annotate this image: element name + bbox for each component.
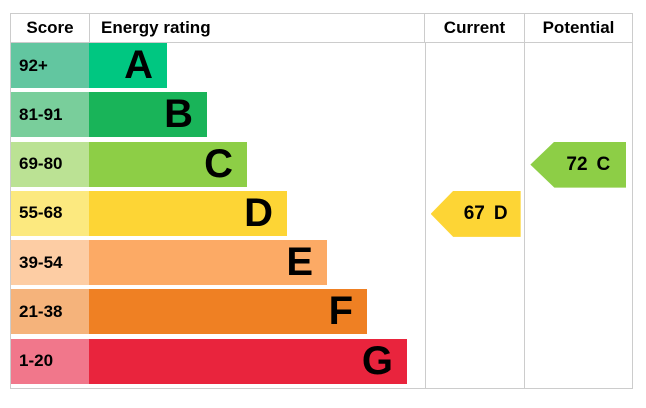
band-e: 39-54 E xyxy=(11,240,425,286)
column-header-current: Current xyxy=(424,14,524,42)
band-d: 55-68 D xyxy=(11,190,425,236)
band-row-b: 81-91 B xyxy=(11,92,425,141)
epc-table: Score Energy rating Current Potential 92… xyxy=(10,13,633,389)
score-range-b: 81-91 xyxy=(11,92,89,138)
rating-bar-c: C xyxy=(89,141,247,187)
band-row-g: 1-20 G xyxy=(11,338,425,388)
rating-bar-d: D xyxy=(89,190,287,236)
column-header-score: Score xyxy=(26,18,74,37)
current-rating-column: 67 D xyxy=(424,43,525,388)
rating-bar-b: B xyxy=(89,92,207,138)
band-b: 81-91 B xyxy=(11,92,425,138)
band-row-a: 92+ A xyxy=(11,43,425,92)
band-f: 21-38 F xyxy=(11,289,425,335)
band-row-e: 39-54 E xyxy=(11,240,425,289)
current-rating-arrow: 67 D xyxy=(430,190,521,237)
band-c: 69-80 C xyxy=(11,141,425,187)
score-range-c: 69-80 xyxy=(11,141,89,187)
table-body: 92+ A 81-91 B 69-80 C 55-68 D 39-54 E 21-38 F 1-20 G … xyxy=(11,43,632,388)
band-row-c: 69-80 C xyxy=(11,141,425,191)
band-g: 1-20 G xyxy=(11,338,425,384)
rating-bands-column: 92+ A 81-91 B 69-80 C 55-68 D 39-54 E 21-38 F 1-20 G xyxy=(11,43,425,388)
potential-rating-arrow-value: 72 xyxy=(566,153,588,175)
current-rating-arrow-letter: D xyxy=(493,202,508,224)
rating-bar-g: G xyxy=(89,338,407,384)
score-range-a: 92+ xyxy=(11,43,89,88)
rating-bar-a: A xyxy=(89,43,167,88)
score-range-f: 21-38 xyxy=(11,289,89,335)
band-a: 92+ A xyxy=(11,43,425,88)
current-rating-arrow-value: 67 xyxy=(463,202,485,224)
rating-bar-e: E xyxy=(89,240,327,286)
column-header-potential: Potential xyxy=(524,14,632,42)
potential-rating-arrow: 72 C xyxy=(530,141,627,188)
rating-bar-f: F xyxy=(89,289,367,335)
potential-rating-arrow-letter: C xyxy=(596,153,611,175)
score-range-g: 1-20 xyxy=(11,338,89,384)
score-range-e: 39-54 xyxy=(11,240,89,286)
column-header-energy-rating: Energy rating xyxy=(89,14,424,42)
score-range-d: 55-68 xyxy=(11,190,89,236)
potential-rating-column: 72 C xyxy=(524,43,632,388)
table-header-row: Score Energy rating Current Potential xyxy=(11,14,632,43)
band-row-d: 55-68 D xyxy=(11,190,425,240)
band-row-f: 21-38 F xyxy=(11,289,425,338)
